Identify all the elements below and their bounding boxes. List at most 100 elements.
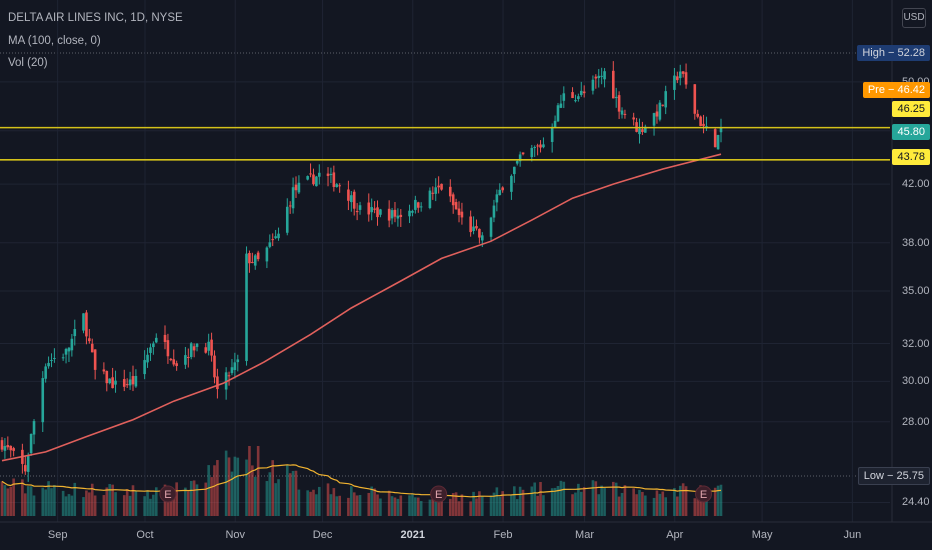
candle-body [53, 358, 56, 360]
candle-body [248, 252, 251, 264]
candle [149, 343, 152, 361]
candle [638, 118, 641, 144]
candle [623, 109, 627, 119]
volume-bar [550, 488, 554, 516]
volume-bar [495, 487, 499, 516]
candle-body [317, 172, 321, 177]
earnings-marker[interactable]: E [695, 485, 713, 503]
candle-body [713, 129, 717, 148]
volume-bar [419, 501, 423, 516]
candle-body [623, 113, 627, 115]
candle [306, 175, 309, 181]
candle-body [699, 116, 702, 127]
candle [684, 63, 688, 89]
volume-bar [128, 495, 132, 516]
volume-bar [271, 460, 275, 516]
price-tick-label: 42.00 [902, 178, 930, 191]
candle-body [189, 343, 193, 358]
candle [617, 91, 621, 120]
candle-body [61, 357, 65, 359]
volume-bar [195, 484, 199, 516]
volume-indicator-label[interactable]: Vol (20) [8, 57, 48, 69]
time-tick-label: Dec [312, 529, 333, 541]
candle-body [373, 208, 376, 210]
candle-body [152, 343, 155, 348]
volume-bar [230, 471, 234, 516]
candle [556, 103, 560, 123]
candle-body [652, 113, 656, 126]
candle [658, 100, 662, 122]
candle-body [256, 252, 260, 260]
lower-level-price-tag: 43.78 [892, 149, 930, 165]
candle-body [335, 184, 339, 188]
candle [492, 199, 496, 223]
volume-bar [399, 495, 403, 516]
candle-body [620, 110, 624, 115]
candle [387, 200, 391, 228]
candle [513, 166, 516, 183]
volume-bar [518, 486, 522, 516]
candle-body [146, 354, 149, 363]
volume-bar [64, 496, 68, 516]
volume-bar [489, 495, 493, 516]
candle [577, 93, 580, 102]
candle [582, 85, 586, 98]
candle-body [149, 347, 152, 353]
candle-body [481, 235, 484, 241]
candle [274, 229, 277, 240]
candle [457, 201, 461, 223]
time-tick-label: Mar [575, 529, 595, 541]
volume-bar [114, 492, 117, 516]
candle-body [457, 208, 461, 216]
candle [175, 360, 178, 371]
volume-bar [326, 483, 330, 516]
symbol-title: DELTA AIR LINES INC, 1D, NYSE [8, 12, 183, 24]
candle [399, 209, 403, 227]
candle-body [705, 126, 708, 128]
earnings-marker[interactable]: E [159, 485, 177, 503]
candle-body [434, 187, 438, 194]
candle [536, 143, 539, 156]
volume-bar [492, 492, 496, 516]
low-price-tag: Low − 25.75 [857, 467, 930, 485]
volume-bar [501, 491, 504, 516]
volume-bar [317, 486, 321, 516]
candle [105, 370, 109, 392]
volume-bar [6, 488, 10, 516]
candle [539, 140, 542, 153]
candle [472, 216, 475, 235]
currency-button[interactable]: USD [902, 8, 926, 28]
volume-bar [478, 491, 481, 516]
candle-body [271, 239, 275, 241]
candle-body [175, 363, 178, 366]
ma-indicator-label[interactable]: MA (100, close, 0) [8, 35, 101, 47]
candle [271, 233, 275, 247]
volume-bar [352, 492, 356, 516]
candle-body [6, 444, 10, 448]
volume-bar [591, 480, 595, 516]
volume-bar [387, 490, 391, 516]
volume-bar [652, 497, 656, 516]
volume-bar [600, 485, 603, 516]
candle [332, 165, 336, 192]
candle [696, 109, 700, 119]
candle-body [515, 161, 519, 164]
earnings-marker[interactable]: E [430, 485, 448, 503]
volume-bar [713, 487, 717, 516]
candle-body [350, 195, 353, 203]
candle-body [166, 340, 170, 357]
candle [434, 178, 438, 202]
candle-body [495, 194, 499, 203]
candle [440, 183, 443, 191]
volume-bar [440, 498, 443, 516]
candle [326, 167, 330, 187]
candle [603, 68, 606, 88]
candle-body [411, 210, 414, 213]
candle-body [23, 465, 27, 472]
volume-bar [329, 494, 333, 516]
candle [542, 137, 545, 149]
candle-body [326, 173, 330, 176]
candle-body [676, 76, 679, 81]
volume-bar [134, 491, 138, 516]
